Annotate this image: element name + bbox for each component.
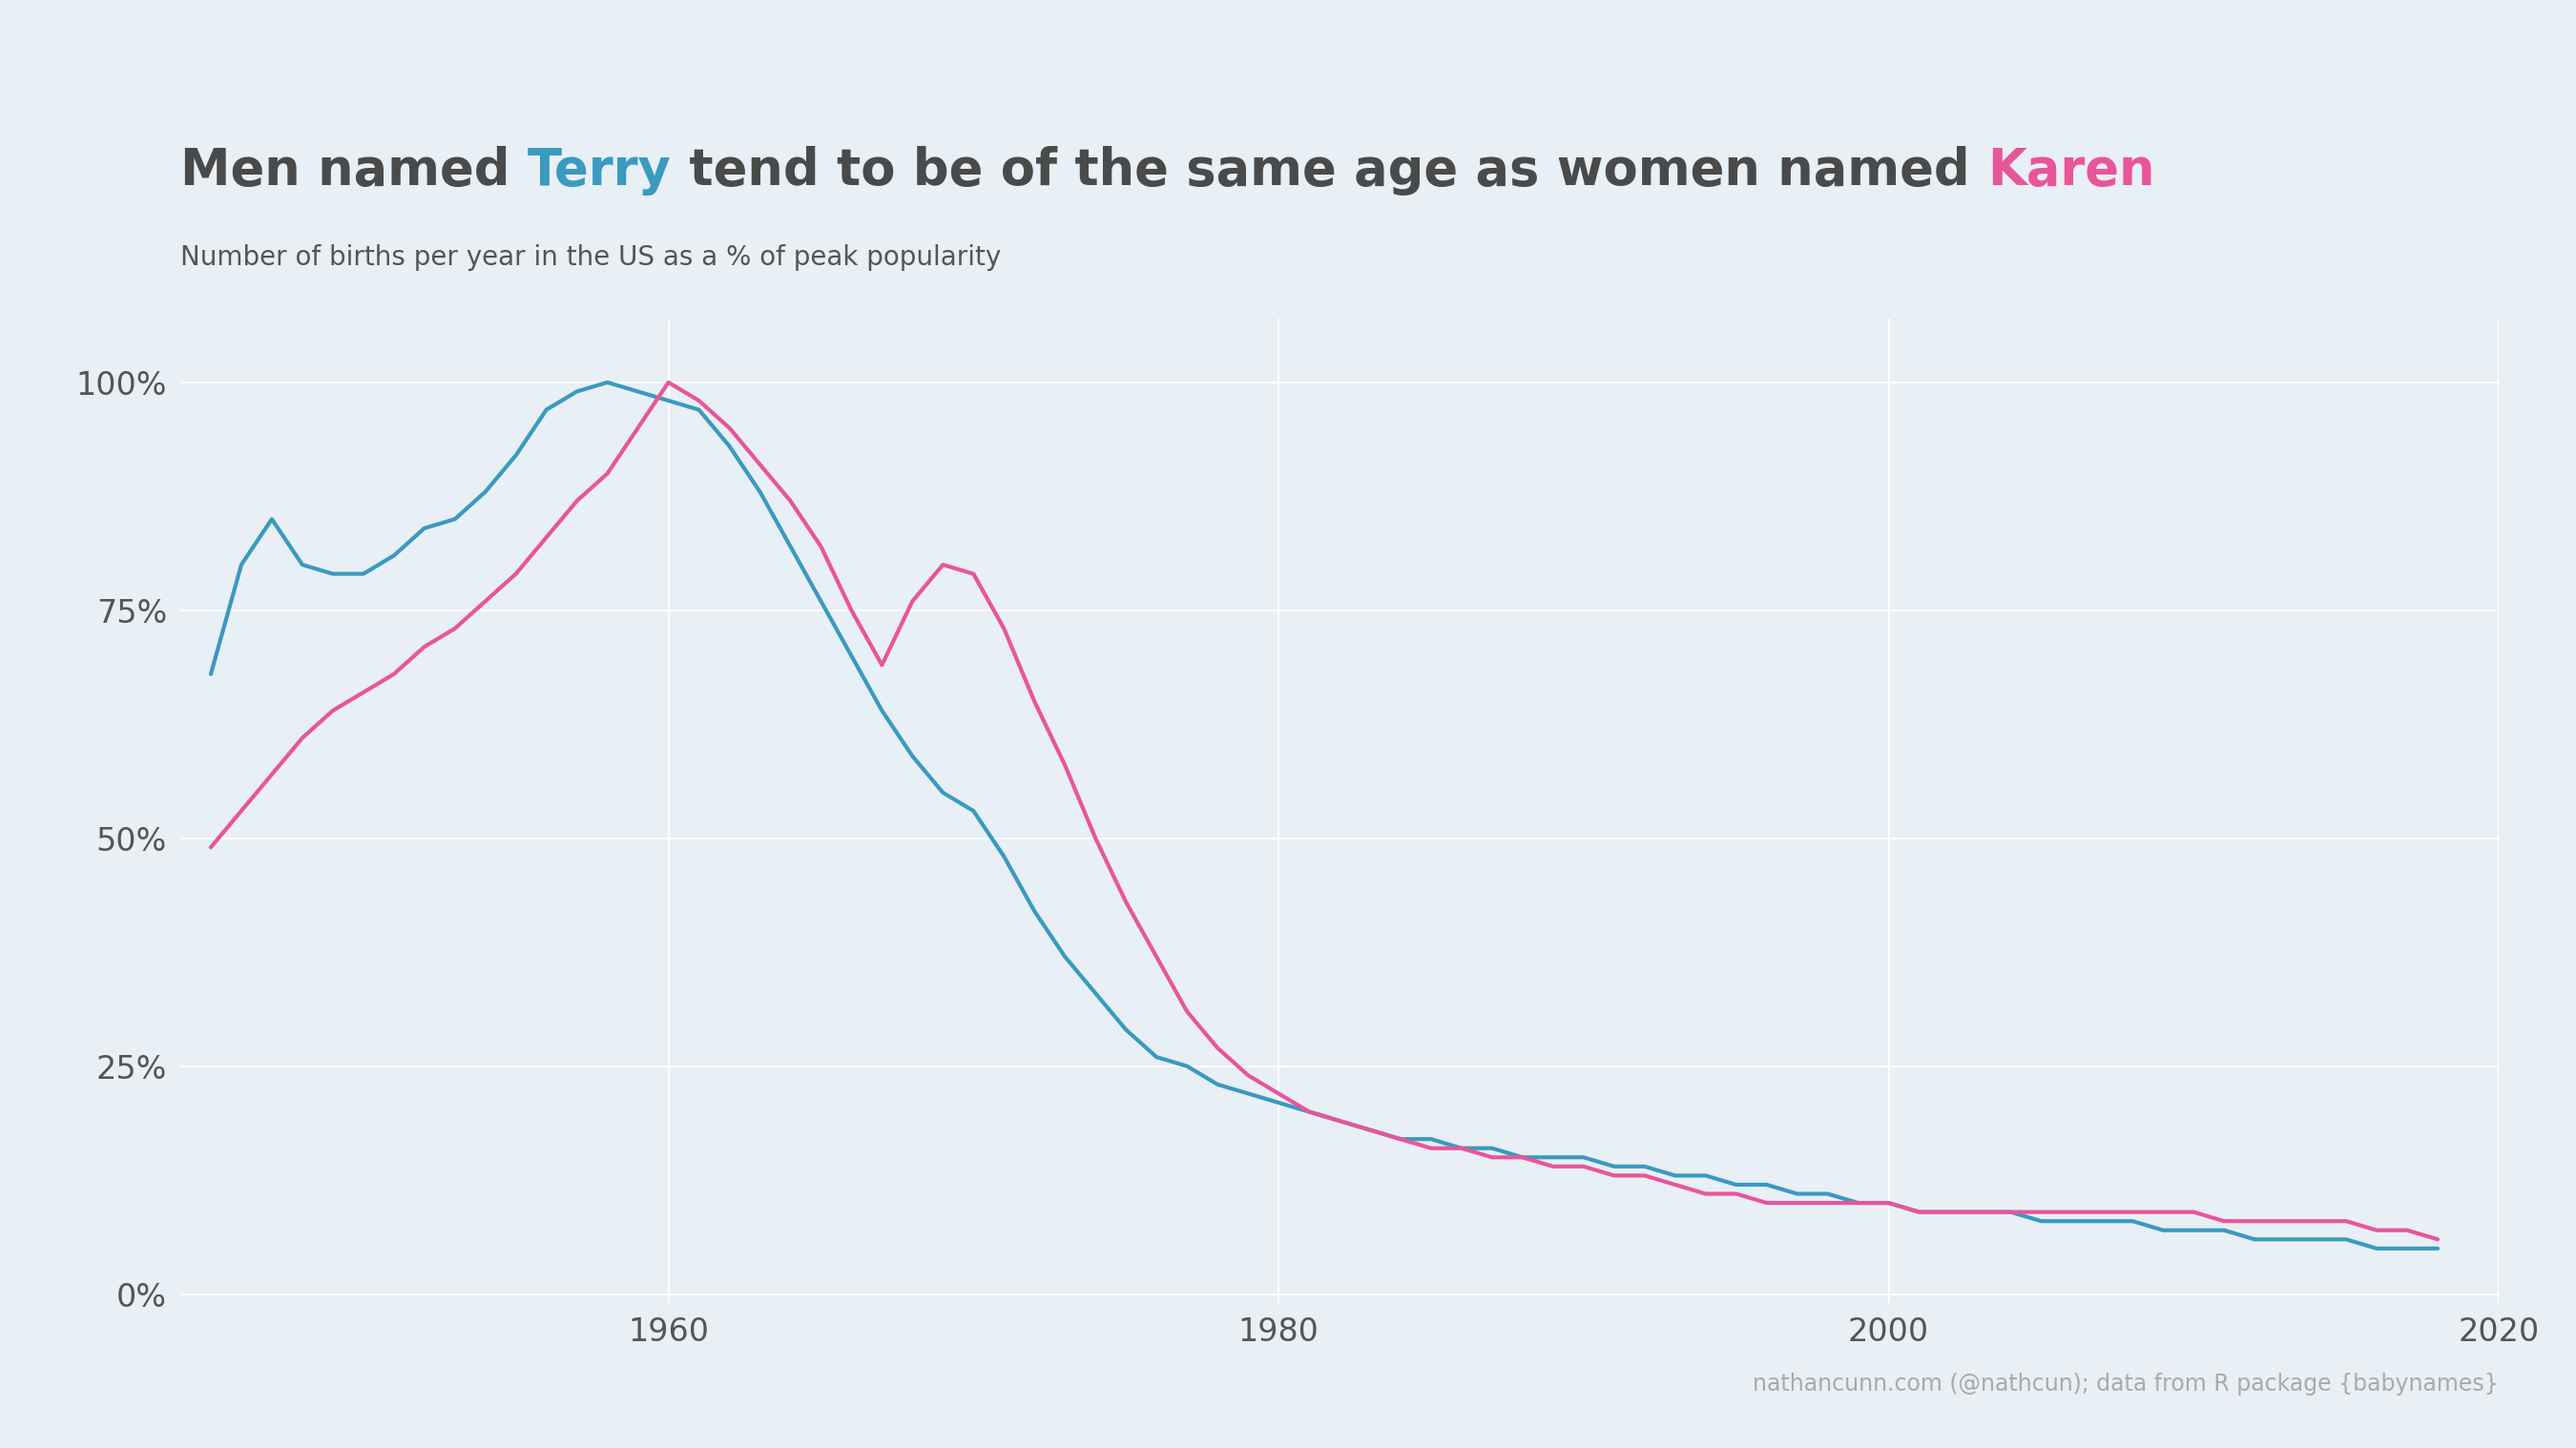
Text: Men named: Men named bbox=[180, 146, 528, 195]
Text: tend to be of the same age as women named: tend to be of the same age as women name… bbox=[672, 146, 1986, 195]
Text: Karen: Karen bbox=[1986, 146, 2154, 195]
Text: Terry: Terry bbox=[528, 146, 672, 195]
Text: nathancunn.com (@nathcun); data from R package {babynames}: nathancunn.com (@nathcun); data from R p… bbox=[1752, 1373, 2499, 1396]
Text: Number of births per year in the US as a % of peak popularity: Number of births per year in the US as a… bbox=[180, 245, 1002, 271]
